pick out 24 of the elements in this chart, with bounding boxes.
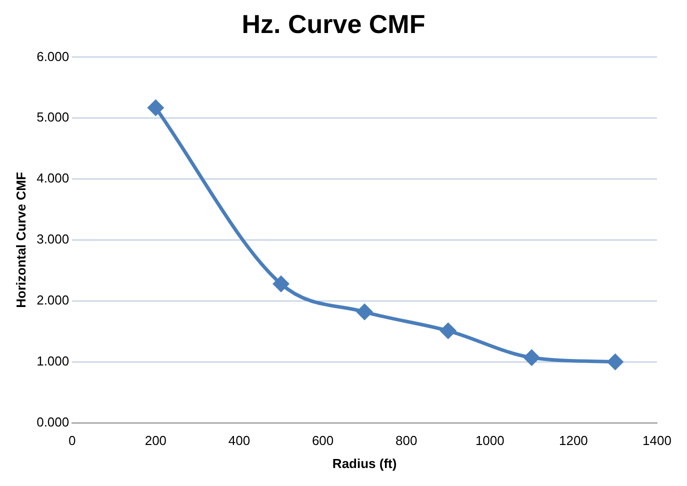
y-axis-title: Horizontal Curve CMF (13, 172, 28, 308)
y-tick-label: 6.000 (36, 48, 70, 64)
y-tick-label: 4.000 (36, 170, 70, 186)
x-tick-label: 600 (312, 433, 334, 448)
point (524, 350, 540, 366)
x-tick-label: 1400 (642, 433, 672, 448)
y-tick-label: 2.000 (36, 292, 70, 308)
point (273, 276, 289, 292)
point (440, 323, 456, 339)
x-tick-label: 1200 (558, 433, 588, 448)
chart-title: Hz. Curve CMF (242, 8, 426, 39)
y-tick-label: 3.000 (36, 232, 70, 247)
x-tick-label: 0 (68, 433, 76, 448)
x-tick-label: 800 (395, 433, 418, 448)
point (607, 354, 623, 370)
y-tick-label: 5.000 (36, 110, 70, 125)
y-tick-label: 0.000 (36, 414, 70, 430)
x-axis-title: Radius (ft) (332, 456, 397, 471)
x-tick-label: 200 (144, 433, 167, 448)
x-tick-label: 1000 (475, 433, 504, 448)
point (148, 100, 164, 116)
point (356, 304, 372, 320)
x-tick-label: 400 (228, 433, 250, 448)
y-tick-label: 1.000 (36, 353, 70, 368)
